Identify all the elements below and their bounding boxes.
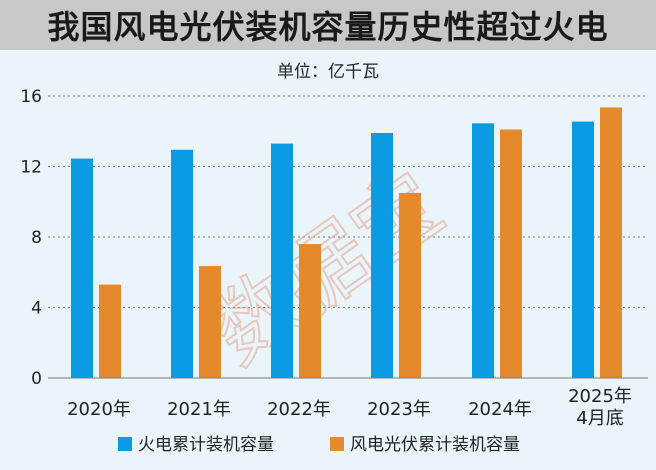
y-tick-label: 12 xyxy=(20,158,42,178)
y-tick-label: 16 xyxy=(20,87,42,107)
bar-wind-solar xyxy=(99,284,121,378)
y-tick-label: 4 xyxy=(31,299,42,319)
x-tick-label: 2020年 xyxy=(67,399,131,420)
title-bar: 我国风电光伏装机容量历史性超过火电 xyxy=(0,0,656,50)
bar-thermal xyxy=(171,149,193,378)
bar-thermal xyxy=(472,123,494,378)
y-tick-label: 0 xyxy=(31,369,42,389)
x-tick-label: 2025年 4月底 xyxy=(568,386,632,429)
y-tick-label: 8 xyxy=(31,228,42,248)
bar-thermal xyxy=(371,133,393,378)
unit-label: 单位：亿千瓦 xyxy=(277,62,379,82)
bar-thermal xyxy=(271,143,293,378)
plot-background xyxy=(0,50,656,470)
x-tick-label: 2022年 xyxy=(267,399,331,420)
bar-thermal xyxy=(572,121,594,379)
legend-label-thermal: 火电累计装机容量 xyxy=(138,435,274,455)
legend-swatch-thermal xyxy=(118,437,132,451)
legend: 火电累计装机容量 风电光伏累计装机容量 xyxy=(118,435,520,455)
legend-label-wind-solar: 风电光伏累计装机容量 xyxy=(350,435,520,455)
bars xyxy=(71,107,622,379)
legend-swatch-wind-solar xyxy=(330,437,344,451)
chart-title: 我国风电光伏装机容量历史性超过火电 xyxy=(47,8,609,46)
bar-wind-solar xyxy=(199,266,221,378)
bar-thermal xyxy=(71,158,93,378)
bar-wind-solar xyxy=(399,192,421,378)
axes: 0 4 8 12 16 2020年 2021年 2022年 2023年 2024年 2025年 4月底 xyxy=(20,87,648,429)
gridlines xyxy=(48,95,648,308)
bar-wind-solar xyxy=(299,244,321,378)
x-tick-label: 2023年 xyxy=(367,399,431,420)
bar-wind-solar xyxy=(500,129,522,378)
x-tick-label: 2024年 xyxy=(468,399,532,420)
x-tick-label: 2021年 xyxy=(167,399,231,420)
bar-wind-solar xyxy=(600,107,622,379)
